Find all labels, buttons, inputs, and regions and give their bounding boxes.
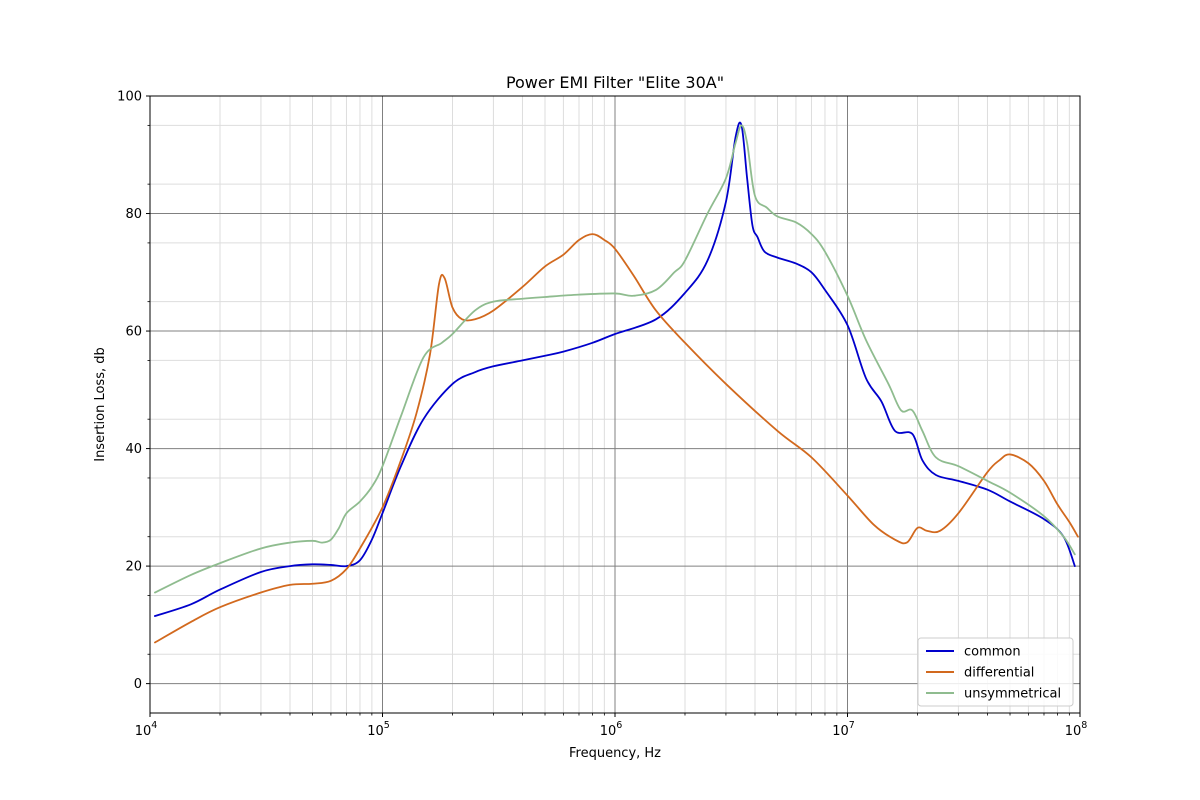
chart-title: Power EMI Filter "Elite 30A" [506, 73, 724, 92]
y-tick-label: 20 [125, 560, 142, 575]
y-tick-label: 0 [134, 677, 142, 692]
series-line-common [154, 121, 1076, 617]
y-tick-label: 60 [125, 325, 142, 340]
y-tick-label: 100 [117, 90, 142, 105]
tick-labels: 104 105 106 107 108 0 20 40 60 80 100 [117, 90, 1087, 740]
x-tick-label: 107 [832, 720, 855, 739]
x-axis-label: Frequency, Hz [569, 746, 661, 761]
legend-label-differential: differential [964, 666, 1034, 681]
axis-ticks [146, 95, 1081, 717]
minor-grid [150, 96, 1080, 713]
legend-box [917, 637, 1074, 707]
series-layer [154, 121, 1079, 644]
legend: common differential unsymmetrical [917, 637, 1074, 707]
x-tick-label: 104 [135, 720, 158, 739]
series-line-differential [154, 233, 1079, 644]
y-axis-label: Insertion Loss, db [93, 347, 108, 462]
y-tick-label: 80 [125, 207, 142, 222]
x-tick-label: 105 [367, 720, 390, 739]
x-tick-label: 108 [1065, 720, 1088, 739]
legend-label-unsymmetrical: unsymmetrical [964, 687, 1061, 702]
x-tick-label: 106 [600, 720, 623, 739]
legend-label-common: common [964, 645, 1021, 660]
y-tick-label: 40 [125, 442, 142, 457]
series-line-unsymmetrical [154, 124, 1076, 594]
